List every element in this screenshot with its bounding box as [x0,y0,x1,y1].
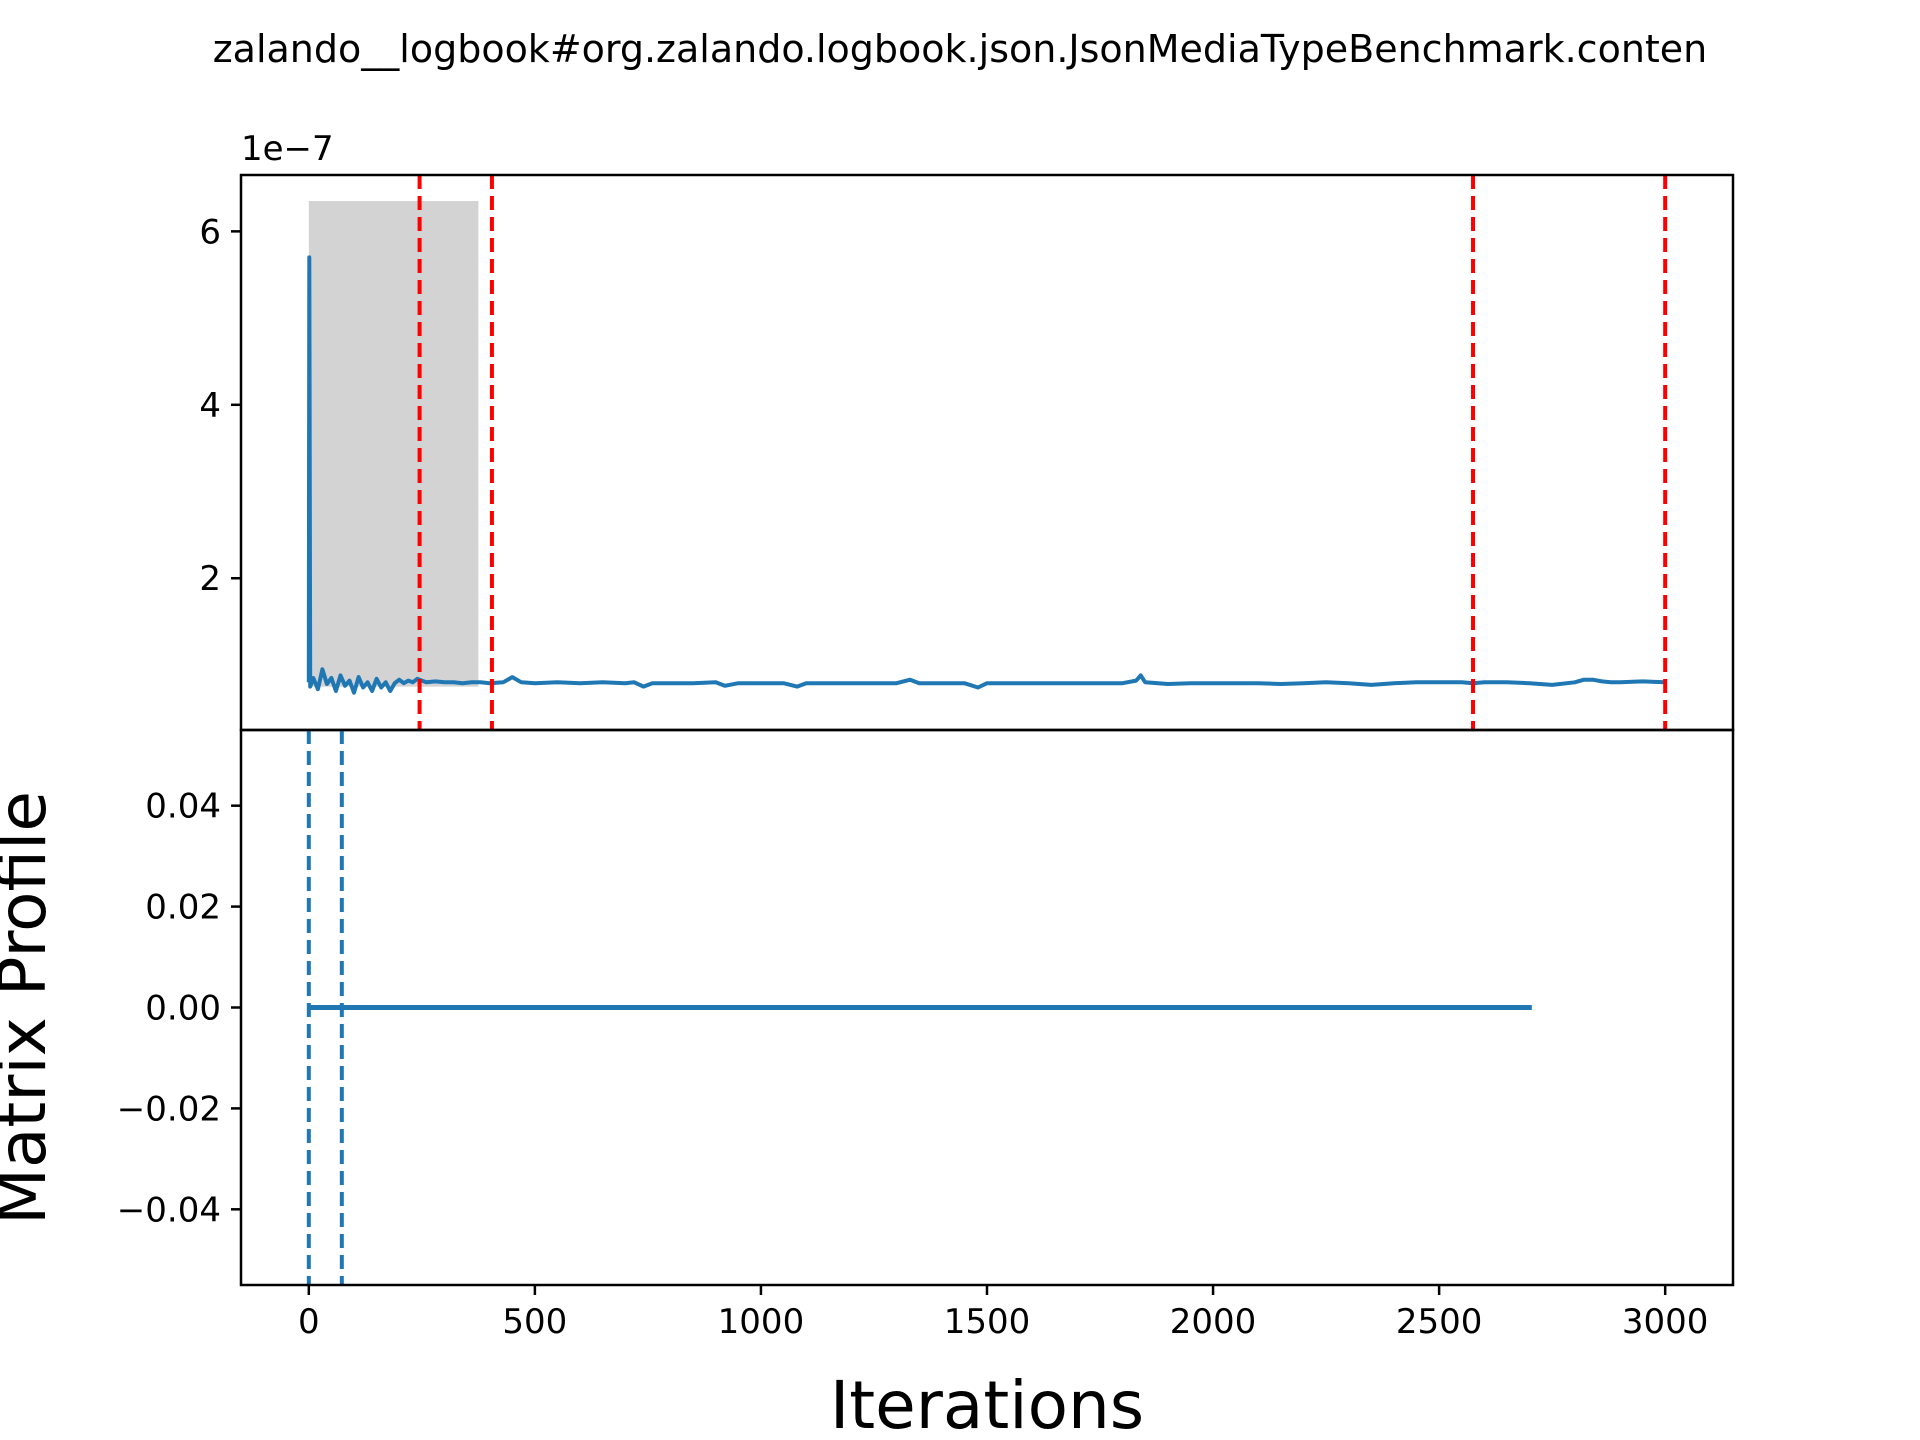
y-tick-label: 0.02 [145,888,221,928]
panel-timeseries: 2 4 6 1e−7 [199,129,1735,732]
x-tick-label: 2000 [1170,1302,1257,1342]
timeseries-plot-area [306,175,1668,730]
y-tick-label: 0.04 [145,787,221,827]
x-tick-label: 0 [298,1302,320,1342]
x-tick-label: 3000 [1622,1302,1709,1342]
shaded-region [308,201,479,687]
x-tick-label: 2500 [1396,1302,1483,1342]
timeseries-line [306,255,1666,695]
y-tick-label: −0.02 [117,1089,221,1129]
timeseries-y-axis: 2 4 6 [199,212,241,599]
x-tick-label: 1500 [944,1302,1031,1342]
timeseries-offset-label: 1e−7 [241,129,334,169]
x-tick-label: 1000 [718,1302,805,1342]
matrix-profile-plot-area [306,730,1532,1285]
y-tick-label: −0.04 [117,1190,221,1230]
panel-matrix-profile: −0.04 −0.02 0.00 0.02 0.04 Matrix Profile [0,728,1735,1287]
y-tick-label: 4 [199,386,221,426]
x-axis-label: Iterations [830,1367,1144,1440]
x-axis: 0 500 1000 1500 2000 2500 3000 [298,1285,1708,1342]
y-tick-label: 0.00 [145,989,221,1029]
matrix-profile-ylabel: Matrix Profile [0,791,61,1225]
matrix-profile-y-axis: −0.04 −0.02 0.00 0.02 0.04 [117,787,241,1230]
x-tick-label: 500 [502,1302,567,1342]
y-tick-label: 6 [199,212,221,252]
chart-title: zalando__logbook#org.zalando.logbook.jso… [213,27,1708,71]
y-tick-label: 2 [199,559,221,599]
